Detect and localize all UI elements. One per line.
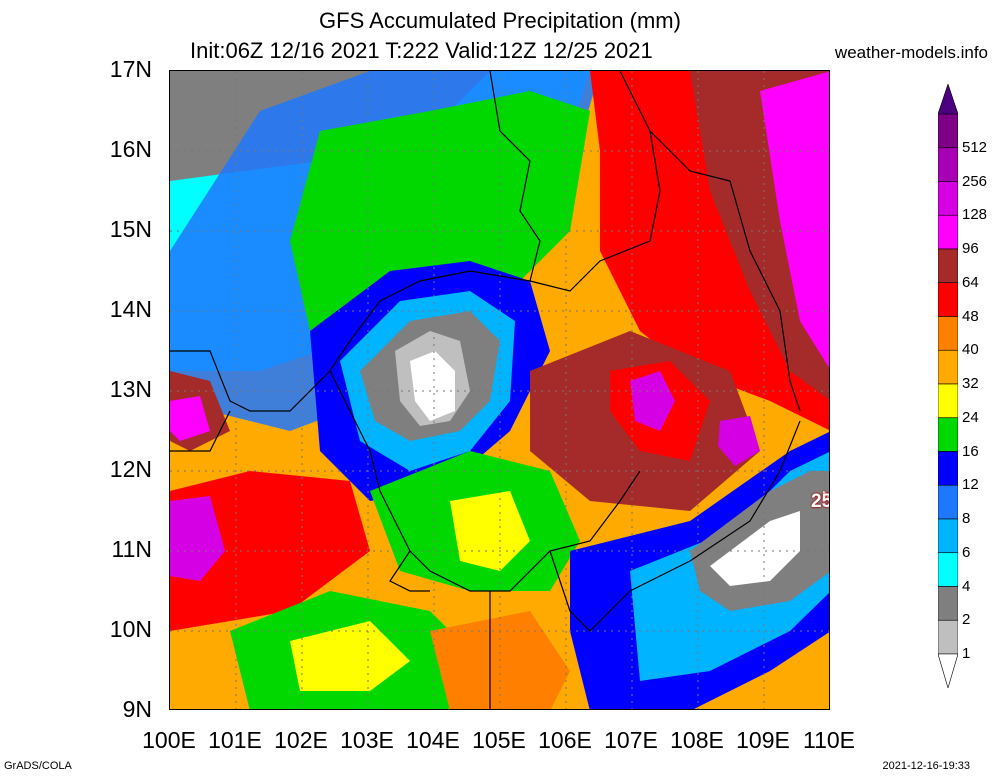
chart-title: GFS Accumulated Precipitation (mm)	[319, 8, 681, 33]
lon-label: 108E	[670, 727, 724, 753]
colorbar-swatch	[938, 552, 958, 587]
colorbar-label: 2	[962, 611, 971, 629]
precip-field	[170, 71, 829, 709]
colorbar-label: 64	[962, 273, 979, 291]
colorbar-swatch	[938, 619, 958, 655]
colorbar-label: 12	[962, 476, 979, 494]
source-site: weather-models.info	[834, 43, 988, 62]
colorbar-swatch	[938, 147, 958, 182]
lat-label: 12N	[109, 456, 152, 482]
lon-label: 104E	[406, 727, 460, 753]
footer-credit: GrADS/COLA	[4, 760, 72, 772]
lon-label: 109E	[736, 727, 790, 753]
colorbar-swatch	[938, 113, 958, 149]
lat-label: 10N	[109, 616, 152, 642]
colorbar-swatch	[938, 349, 958, 385]
lon-label: 106E	[538, 727, 592, 753]
footer-timestamp: 2021-12-16-19:33	[882, 760, 970, 772]
lat-label: 9N	[122, 696, 152, 722]
colorbar-label: 8	[962, 510, 971, 527]
colorbar-label: 512	[962, 138, 988, 156]
colorbar-swatch	[938, 316, 958, 351]
colorbar-swatch	[938, 181, 958, 216]
colorbar-label: 6	[962, 543, 971, 561]
precipitation-map: ✕ 259	[169, 70, 830, 710]
chart-subtitle: Init:06Z 12/16 2021 T:222 Valid:12Z 12/2…	[190, 38, 653, 63]
lon-label: 100E	[142, 727, 196, 753]
colorbar-swatch	[938, 383, 958, 419]
lon-label: 102E	[274, 727, 328, 753]
colorbar-label: 96	[962, 240, 979, 257]
colorbar	[938, 84, 958, 688]
colorbar-label: 16	[962, 442, 979, 460]
lat-label: 16N	[109, 136, 152, 162]
colorbar-swatch	[938, 518, 958, 554]
lat-label: 13N	[109, 376, 152, 402]
lat-label: 15N	[109, 216, 152, 242]
max-value-label: 259	[811, 491, 829, 512]
lon-label: 107E	[604, 727, 658, 753]
lat-label: 11N	[111, 536, 153, 562]
colorbar-label: 1	[962, 645, 971, 662]
colorbar-label: 4	[962, 577, 971, 595]
lat-label: 17N	[109, 56, 152, 82]
max-marker-icon: ✕	[820, 485, 829, 510]
colorbar-swatch	[938, 484, 958, 520]
lon-label: 105E	[472, 727, 526, 753]
colorbar-label: 24	[962, 408, 979, 426]
colorbar-label: 128	[962, 206, 988, 224]
colorbar-swatch	[938, 586, 958, 621]
lon-label: 101E	[208, 727, 262, 753]
colorbar-label: 40	[962, 341, 979, 359]
colorbar-swatch	[938, 248, 958, 284]
colorbar-swatch	[938, 282, 958, 317]
lon-label: 103E	[340, 727, 394, 753]
colorbar-swatch	[938, 451, 958, 486]
colorbar-swatch	[938, 417, 958, 452]
colorbar-label: 32	[962, 375, 979, 392]
colorbar-swatch	[938, 214, 958, 250]
lat-label: 14N	[109, 296, 152, 322]
colorbar-label: 256	[962, 172, 988, 190]
colorbar-label: 48	[962, 307, 979, 325]
lon-label: 110E	[802, 727, 855, 753]
